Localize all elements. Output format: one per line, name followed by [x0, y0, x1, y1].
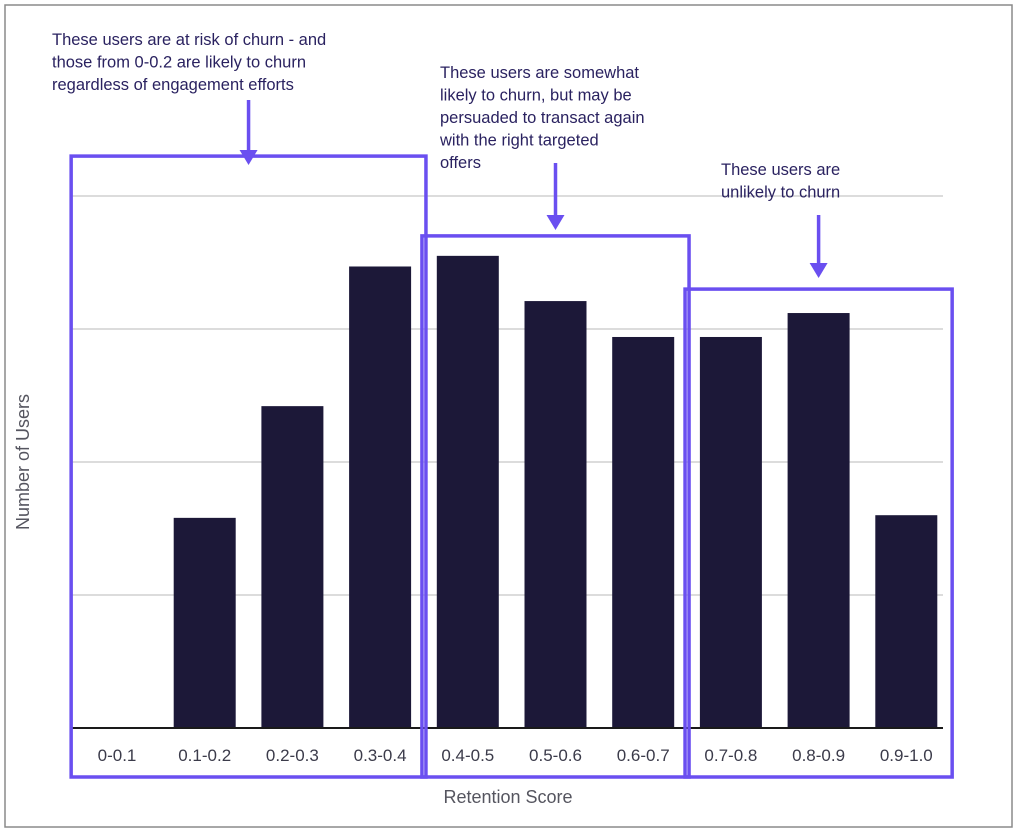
bar-0.8-0.9 [787, 313, 850, 728]
bars [173, 255, 938, 728]
annotation-notes: These users are at risk of churn - and th… [52, 31, 840, 202]
tick-label-0.1-0.2: 0.1-0.2 [178, 746, 231, 765]
tick-label-0.7-0.8: 0.7-0.8 [704, 746, 757, 765]
tick-label-0.2-0.3: 0.2-0.3 [266, 746, 319, 765]
annotation-arrowhead-1 [239, 150, 258, 165]
bar-0.9-1.0 [875, 515, 938, 728]
bar-0.2-0.3 [261, 406, 324, 728]
x-axis-title: Retention Score [443, 787, 572, 807]
tick-label-0.5-0.6: 0.5-0.6 [529, 746, 582, 765]
annotation-note-1: These users are at risk of churn - and th… [52, 31, 326, 94]
annotation-note-2: These users are somewhat likely to churn,… [439, 64, 645, 172]
chart-frame [4, 4, 1013, 828]
bar-0.6-0.7 [612, 336, 675, 728]
annotation-note-3: These users are unlikely to churn [721, 161, 840, 202]
y-axis-title: Number of Users [13, 394, 33, 530]
x-tick-labels: 0-0.1 0.1-0.2 0.2-0.3 0.3-0.4 0.4-0.5 0.5-0.6… [98, 746, 933, 765]
tick-label-0.6-0.7: 0.6-0.7 [617, 746, 670, 765]
annotation-arrowhead-2 [546, 215, 565, 230]
bar-0.7-0.8 [699, 336, 762, 728]
tick-label-0.4-0.5: 0.4-0.5 [441, 746, 494, 765]
annotation-arrowhead-3 [809, 263, 828, 278]
bar-0.1-0.2 [173, 517, 236, 728]
tick-label-0-0.1: 0-0.1 [98, 746, 137, 765]
annotation-box-3 [683, 287, 954, 779]
tick-label-0.9-1.0: 0.9-1.0 [880, 746, 933, 765]
bar-0.4-0.5 [436, 255, 499, 728]
bar-0.5-0.6 [524, 301, 587, 728]
tick-label-0.3-0.4: 0.3-0.4 [354, 746, 407, 765]
tick-label-0.8-0.9: 0.8-0.9 [792, 746, 845, 765]
bar-0.3-0.4 [349, 266, 412, 728]
annotation-box-2 [420, 234, 691, 779]
annotation-boxes [69, 100, 954, 779]
